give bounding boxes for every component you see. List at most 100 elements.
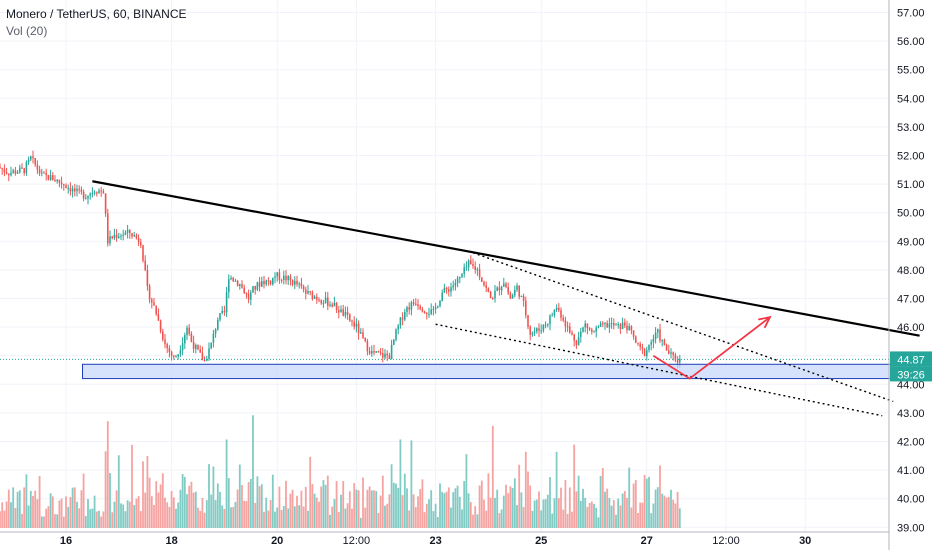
volume-label[interactable]: Vol (20) [6, 24, 48, 38]
y-tick-label: 40.00 [897, 494, 925, 506]
volume-bar [124, 511, 127, 528]
time-axis[interactable]: 16 18 20 12:00 23 25 27 12:00 30 [0, 531, 889, 547]
candle-body [582, 327, 584, 332]
candle-body [371, 351, 373, 354]
candle-body [454, 283, 457, 286]
candle-body [373, 351, 375, 353]
candle-body [155, 305, 157, 315]
candle-body [595, 327, 597, 332]
volume-bar [249, 478, 252, 528]
candle-body [606, 323, 608, 328]
candle-body [562, 317, 564, 321]
volume-bar [441, 491, 444, 528]
candle-body [230, 277, 232, 280]
volume-bar [538, 491, 540, 528]
candle-body [588, 328, 591, 330]
volume-bar [21, 513, 23, 528]
candle-body [296, 280, 298, 285]
candle-body [8, 173, 10, 176]
volume-bar [516, 505, 518, 528]
countdown-text: 39:26 [897, 369, 925, 381]
volume-bar [597, 517, 600, 528]
candle-body [459, 276, 461, 279]
candle-body [258, 282, 261, 287]
price-axis[interactable]: 57.00 56.00 55.00 54.00 53.00 52.00 51.00 50.00… [888, 0, 925, 550]
candle-body [353, 321, 355, 327]
candle-body [146, 270, 149, 286]
candle-body [533, 331, 536, 333]
candle-body [34, 158, 36, 165]
candle-body [12, 170, 14, 173]
y-tick-label: 54.00 [897, 93, 925, 105]
candle-body [668, 350, 670, 354]
candle-body [133, 235, 135, 237]
volume-bar [159, 484, 162, 528]
candle-body [197, 344, 199, 350]
candle-body [540, 330, 542, 332]
volume-bar [58, 500, 61, 528]
candle-body [661, 340, 663, 342]
volume-bar [36, 499, 39, 528]
candle-body [355, 323, 358, 327]
candle-body [263, 281, 265, 285]
volume-bar [146, 455, 149, 528]
candle-body [45, 172, 47, 176]
volume-bar [34, 490, 37, 528]
volume-bar [271, 474, 274, 528]
volume-bar [522, 507, 525, 528]
volume-bar [267, 510, 270, 528]
candle-body [228, 279, 230, 293]
volume-bar [65, 496, 67, 528]
candle-body [335, 302, 338, 311]
candle-body [16, 172, 19, 174]
candle-body [318, 299, 320, 301]
volume-bar [318, 501, 320, 528]
candles [0, 150, 681, 369]
volume-bar [619, 505, 622, 528]
y-tick-label: 57.00 [897, 8, 925, 20]
volume-bar [439, 483, 441, 528]
volume-bar [524, 451, 527, 528]
candle-body [239, 284, 241, 286]
candle-body [577, 336, 580, 346]
candle-body [124, 232, 127, 235]
candle-body [630, 326, 633, 331]
candle-body [184, 335, 186, 344]
candle-body [366, 340, 369, 352]
volume-bar [84, 516, 87, 528]
volume-bar [626, 497, 628, 528]
candle-body [274, 276, 276, 278]
candle-body [597, 326, 600, 328]
volume-bar [419, 489, 422, 528]
candle-body [164, 339, 166, 345]
volume-bar [67, 506, 70, 528]
symbol-title[interactable]: Monero / TetherUS, 60, BINANCE [6, 7, 187, 21]
candle-body [267, 280, 270, 282]
candle-body [551, 315, 553, 317]
volume-bar [527, 471, 529, 528]
candle-body [82, 191, 85, 199]
candle-body [599, 323, 602, 327]
candle-body [254, 286, 256, 290]
candle-body [322, 302, 325, 304]
volume-bar [509, 486, 512, 528]
volume-bar [494, 497, 496, 528]
y-tick-label: 44.00 [897, 379, 925, 391]
candle-body [285, 275, 287, 281]
volume-bar [586, 506, 589, 528]
candle-body [302, 286, 305, 290]
volume-bar [256, 476, 259, 528]
candle-body [300, 283, 303, 287]
volume-bar [623, 491, 626, 528]
volume-bar [617, 498, 620, 528]
y-tick-label: 39.00 [897, 522, 925, 534]
candle-body [199, 349, 201, 353]
volume-bar [370, 490, 373, 528]
legend: Monero / TetherUS, 60, BINANCE Vol (20) [6, 6, 187, 40]
last-price-text: 44.87 [897, 354, 925, 366]
volume-bar [654, 489, 657, 528]
volume-bar [518, 464, 521, 528]
candle-body [113, 234, 116, 239]
